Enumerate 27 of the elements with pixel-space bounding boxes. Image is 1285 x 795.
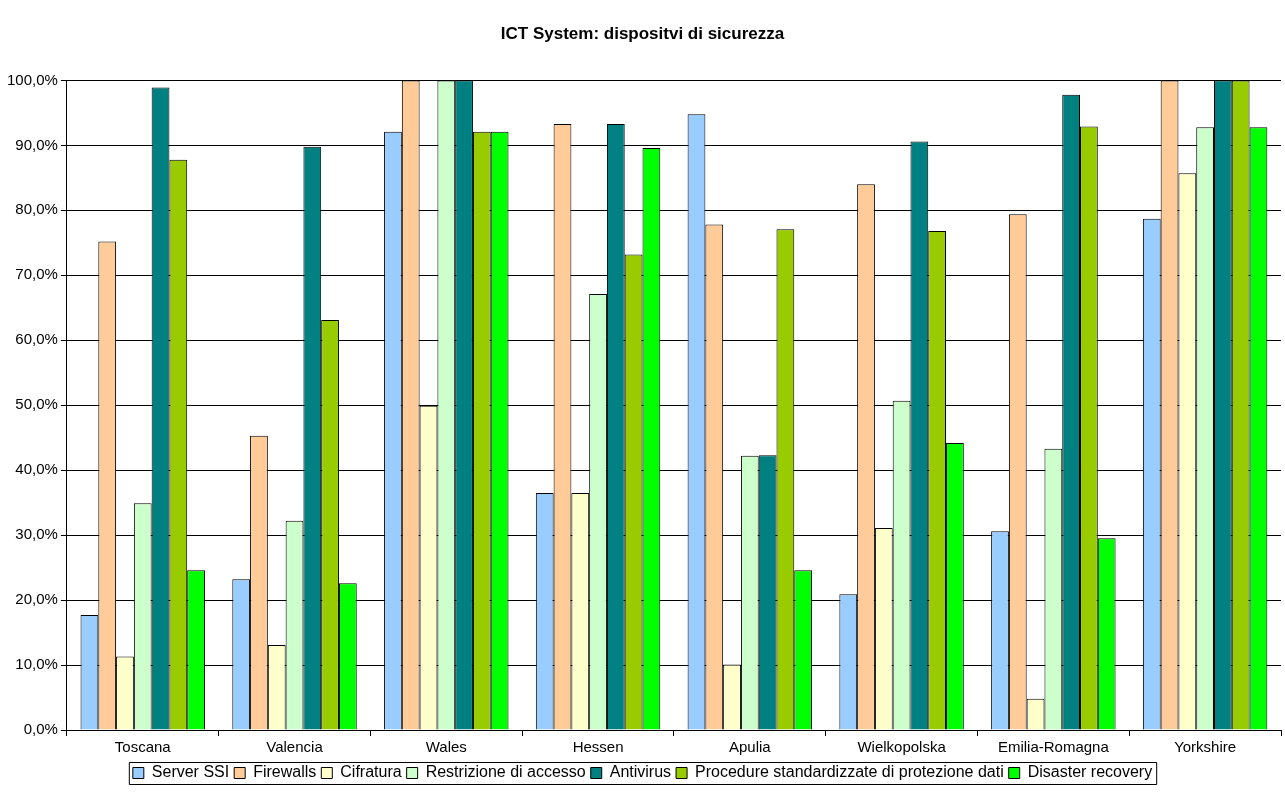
legend-label: Cifratura [340,763,402,781]
chart-title: ICT System: dispositvi di sicurezza [500,23,785,43]
x-tick-label: Emilia-Romagna [997,738,1110,756]
x-tick-label: Wielkopolska [857,738,947,756]
legend-label: Firewalls [253,763,317,781]
x-tick-label: Valencia [266,738,324,756]
legend-label: Server SSI [151,763,230,781]
y-tick-label: 50,0% [15,395,58,413]
x-tick-label: Apulia [728,738,772,756]
y-tick-label: 0,0% [23,720,58,738]
x-tick-label: Toscana [114,738,172,756]
y-tick-label: 100,0% [7,70,58,88]
legend-label: Antivirus [609,763,672,781]
y-tick-label: 10,0% [15,655,58,673]
y-tick-label: 80,0% [15,200,58,218]
x-tick-label: Hessen [572,738,624,756]
y-tick-label: 90,0% [15,135,58,153]
y-tick-label: 30,0% [15,525,58,543]
y-tick-label: 40,0% [15,460,58,478]
x-tick-label: Wales [425,738,467,756]
x-tick-label: Yorkshire [1174,738,1237,756]
y-tick-label: 70,0% [15,265,58,283]
legend-label: Restrizione di accesso [425,763,586,781]
y-tick-label: 20,0% [15,590,58,608]
legend-label: Procedure standardizzate di protezione dati [695,763,1004,781]
legend-label: Disaster recovery [1027,763,1153,781]
y-tick-label: 60,0% [15,330,58,348]
